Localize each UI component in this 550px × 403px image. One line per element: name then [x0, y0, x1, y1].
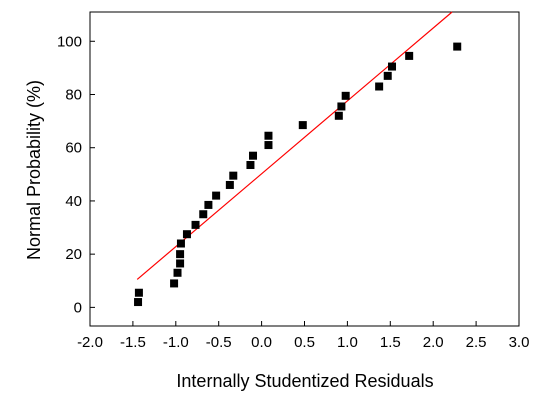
data-point [334, 111, 343, 120]
data-point [453, 42, 462, 51]
fit-line [136, 11, 453, 280]
y-axis: 0 20 40 60 80 100 [57, 33, 95, 316]
data-point [170, 279, 179, 288]
x-tick-label: 1.0 [337, 334, 358, 351]
fit-line-layer [136, 11, 453, 280]
data-point [191, 220, 200, 229]
data-point [375, 82, 384, 91]
data-point [229, 171, 238, 180]
data-point [405, 51, 414, 60]
data-point [134, 288, 143, 297]
data-point [337, 102, 346, 111]
data-point [176, 239, 185, 248]
x-axis-title: Internally Studentized Residuals [176, 371, 433, 391]
data-point [134, 298, 143, 307]
x-tick-label: 0.0 [251, 334, 272, 351]
data-point [264, 141, 273, 150]
x-tick-label: 0.5 [294, 334, 315, 351]
y-tick-label: 100 [57, 33, 82, 50]
y-tick-label: 80 [65, 86, 82, 103]
data-point [199, 210, 208, 219]
x-tick-label: -1.0 [163, 334, 189, 351]
data-point [341, 91, 350, 100]
x-tick-label: -2.0 [77, 334, 103, 351]
y-axis-title: Normal Probability (%) [24, 80, 44, 260]
y-tick-label: 60 [65, 140, 82, 157]
data-points [134, 42, 462, 307]
y-tick-label: 0 [74, 299, 82, 316]
x-tick-label: 2.0 [423, 334, 444, 351]
data-point [246, 161, 255, 170]
data-point [176, 250, 185, 259]
x-tick-label: 2.5 [466, 334, 487, 351]
data-point [225, 180, 234, 189]
data-point [264, 131, 273, 140]
y-tick-label: 40 [65, 193, 82, 210]
x-tick-label: 1.5 [380, 334, 401, 351]
data-point [176, 259, 185, 268]
data-point [298, 121, 307, 130]
plot-frame [89, 11, 520, 327]
data-point [212, 191, 221, 200]
data-point [388, 62, 397, 71]
x-tick-label: 3.0 [509, 334, 530, 351]
data-point [383, 71, 392, 80]
data-point [173, 268, 182, 277]
y-tick-label: 20 [65, 246, 82, 263]
data-point [204, 200, 213, 209]
data-point [249, 151, 258, 160]
x-tick-label: -1.5 [120, 334, 146, 351]
x-tick-label: -0.5 [206, 334, 232, 351]
x-axis: -2.0 -1.5 -1.0 -0.5 0.0 0.5 1.0 1.5 2.0 2.5 3.0 [77, 321, 529, 351]
data-point [182, 230, 191, 239]
